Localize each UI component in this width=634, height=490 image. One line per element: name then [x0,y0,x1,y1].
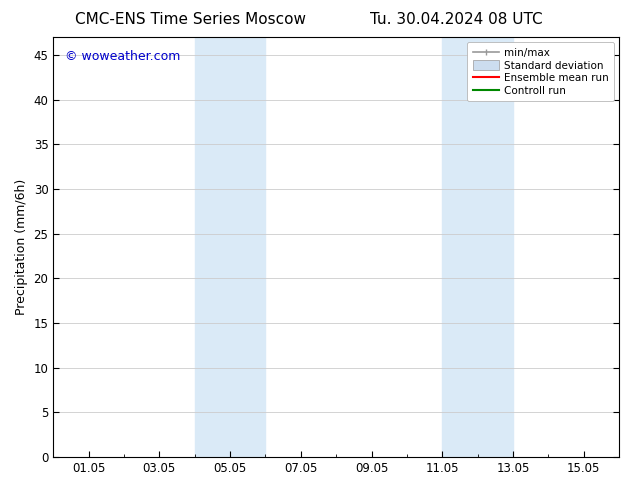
Bar [443,37,513,457]
Legend: min/max, Standard deviation, Ensemble mean run, Controll run: min/max, Standard deviation, Ensemble me… [467,42,614,101]
Bar [195,37,266,457]
Text: © woweather.com: © woweather.com [65,49,180,63]
Text: Tu. 30.04.2024 08 UTC: Tu. 30.04.2024 08 UTC [370,12,543,27]
Text: CMC-ENS Time Series Moscow: CMC-ENS Time Series Moscow [75,12,306,27]
Y-axis label: Precipitation (mm/6h): Precipitation (mm/6h) [15,179,28,315]
